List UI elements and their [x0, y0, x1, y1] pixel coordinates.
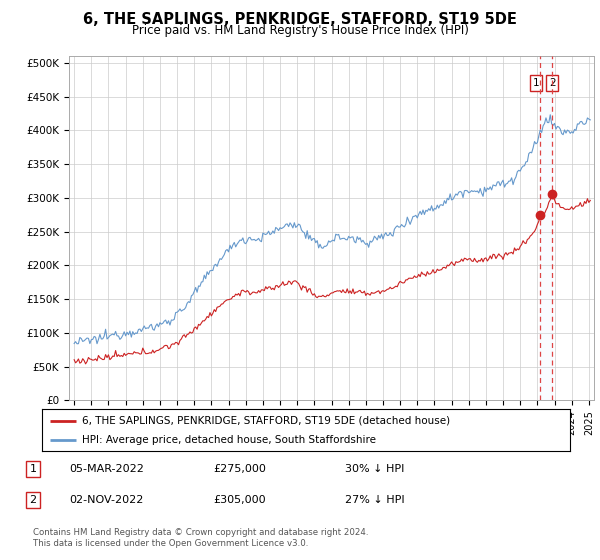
Text: 1: 1 — [29, 464, 37, 474]
Text: 2: 2 — [29, 495, 37, 505]
Text: 02-NOV-2022: 02-NOV-2022 — [69, 495, 143, 505]
Text: 6, THE SAPLINGS, PENKRIDGE, STAFFORD, ST19 5DE (detached house): 6, THE SAPLINGS, PENKRIDGE, STAFFORD, ST… — [82, 416, 450, 426]
Text: 6, THE SAPLINGS, PENKRIDGE, STAFFORD, ST19 5DE: 6, THE SAPLINGS, PENKRIDGE, STAFFORD, ST… — [83, 12, 517, 27]
Text: 30% ↓ HPI: 30% ↓ HPI — [345, 464, 404, 474]
Text: 05-MAR-2022: 05-MAR-2022 — [69, 464, 144, 474]
Bar — [540, 56, 551, 400]
Text: 1: 1 — [533, 78, 539, 88]
Text: Price paid vs. HM Land Registry's House Price Index (HPI): Price paid vs. HM Land Registry's House … — [131, 24, 469, 36]
Text: £305,000: £305,000 — [213, 495, 266, 505]
Text: HPI: Average price, detached house, South Staffordshire: HPI: Average price, detached house, Sout… — [82, 435, 376, 445]
Text: Contains HM Land Registry data © Crown copyright and database right 2024.
This d: Contains HM Land Registry data © Crown c… — [33, 528, 368, 548]
Text: 2: 2 — [549, 78, 556, 88]
Text: £275,000: £275,000 — [213, 464, 266, 474]
Text: 27% ↓ HPI: 27% ↓ HPI — [345, 495, 404, 505]
